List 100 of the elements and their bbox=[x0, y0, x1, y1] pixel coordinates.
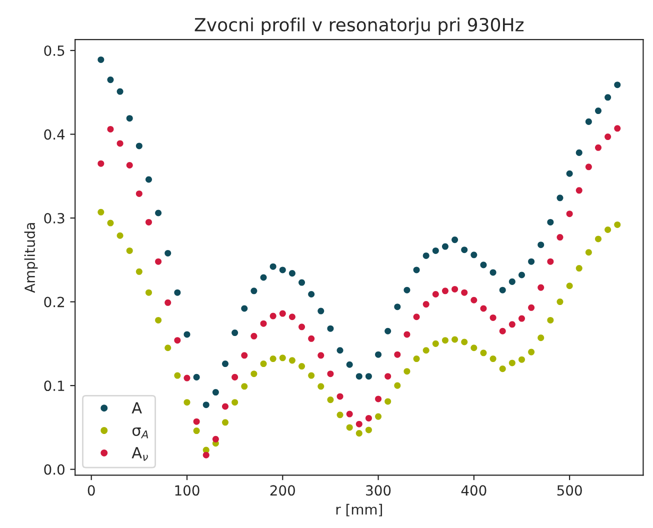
point bbox=[279, 354, 286, 362]
point bbox=[232, 330, 238, 336]
point bbox=[432, 247, 439, 254]
point bbox=[184, 331, 190, 338]
point bbox=[107, 76, 114, 84]
point bbox=[538, 334, 544, 342]
point bbox=[212, 389, 219, 396]
point bbox=[126, 115, 133, 122]
point bbox=[499, 366, 506, 372]
point bbox=[413, 356, 420, 362]
point bbox=[116, 140, 124, 147]
point bbox=[432, 340, 439, 347]
point bbox=[556, 298, 564, 306]
point bbox=[241, 383, 248, 390]
point bbox=[547, 258, 554, 265]
point bbox=[232, 399, 238, 406]
point bbox=[442, 288, 448, 294]
point bbox=[308, 291, 315, 298]
point bbox=[193, 418, 200, 425]
point bbox=[212, 436, 219, 442]
point bbox=[241, 305, 248, 312]
point bbox=[556, 194, 564, 202]
point bbox=[404, 368, 410, 375]
point bbox=[490, 356, 496, 362]
point bbox=[547, 218, 554, 226]
point bbox=[365, 414, 372, 422]
point bbox=[442, 243, 448, 250]
point bbox=[270, 263, 276, 270]
point bbox=[442, 337, 448, 344]
legend-label: A bbox=[132, 402, 142, 414]
y-tick-label: 0.4 bbox=[44, 129, 65, 140]
point bbox=[222, 360, 229, 368]
point bbox=[538, 242, 544, 248]
point bbox=[480, 262, 487, 268]
point bbox=[155, 258, 162, 265]
point bbox=[508, 278, 516, 285]
point bbox=[394, 304, 401, 310]
y-tick-label: 0.2 bbox=[44, 296, 64, 308]
y-tick-label: 0.1 bbox=[44, 380, 64, 392]
point bbox=[126, 247, 133, 254]
point bbox=[279, 266, 286, 274]
point bbox=[566, 210, 573, 218]
point bbox=[164, 344, 172, 352]
point bbox=[470, 252, 478, 258]
point bbox=[356, 430, 362, 437]
point bbox=[404, 331, 410, 338]
point bbox=[260, 360, 267, 368]
point bbox=[107, 220, 114, 226]
y-tick-label: 0.0 bbox=[44, 464, 64, 475]
point bbox=[499, 328, 506, 334]
x-tick-label: 100 bbox=[175, 485, 200, 496]
point bbox=[413, 266, 420, 274]
point bbox=[576, 149, 582, 156]
point bbox=[98, 56, 104, 63]
point bbox=[222, 419, 229, 426]
y-tick-label: 0.3 bbox=[44, 212, 64, 224]
point bbox=[508, 360, 516, 366]
point bbox=[375, 351, 382, 358]
point bbox=[260, 274, 267, 281]
point bbox=[594, 108, 602, 114]
point bbox=[480, 350, 487, 356]
point bbox=[480, 305, 487, 312]
legend-label: A$_{ν}$ bbox=[132, 447, 148, 461]
point bbox=[356, 420, 362, 428]
point bbox=[452, 336, 458, 343]
point bbox=[250, 288, 258, 294]
point bbox=[250, 370, 258, 378]
point bbox=[576, 265, 582, 272]
point bbox=[193, 428, 200, 434]
x-tick-label: 500 bbox=[557, 485, 582, 496]
point bbox=[155, 210, 162, 216]
point bbox=[470, 296, 478, 304]
point bbox=[375, 396, 382, 402]
point bbox=[174, 372, 181, 379]
point bbox=[164, 299, 172, 306]
point bbox=[452, 286, 458, 292]
x-tick-label: 200 bbox=[270, 485, 295, 496]
point bbox=[490, 314, 496, 321]
point bbox=[232, 374, 238, 380]
point bbox=[298, 363, 306, 370]
point bbox=[288, 357, 296, 364]
point bbox=[308, 335, 315, 342]
point bbox=[422, 301, 430, 308]
x-tick-label: 0 bbox=[88, 485, 95, 496]
point bbox=[604, 94, 612, 101]
point bbox=[566, 170, 573, 177]
y-axis-title: Amplituda bbox=[24, 223, 38, 293]
point bbox=[136, 268, 142, 275]
point bbox=[585, 249, 592, 256]
point bbox=[336, 393, 344, 400]
point bbox=[155, 316, 162, 324]
point bbox=[136, 190, 142, 197]
point bbox=[250, 332, 258, 340]
point bbox=[461, 338, 468, 346]
point bbox=[260, 320, 267, 327]
point bbox=[585, 164, 592, 170]
point bbox=[432, 291, 439, 298]
point bbox=[241, 352, 248, 359]
point bbox=[298, 279, 306, 286]
point bbox=[202, 452, 210, 458]
